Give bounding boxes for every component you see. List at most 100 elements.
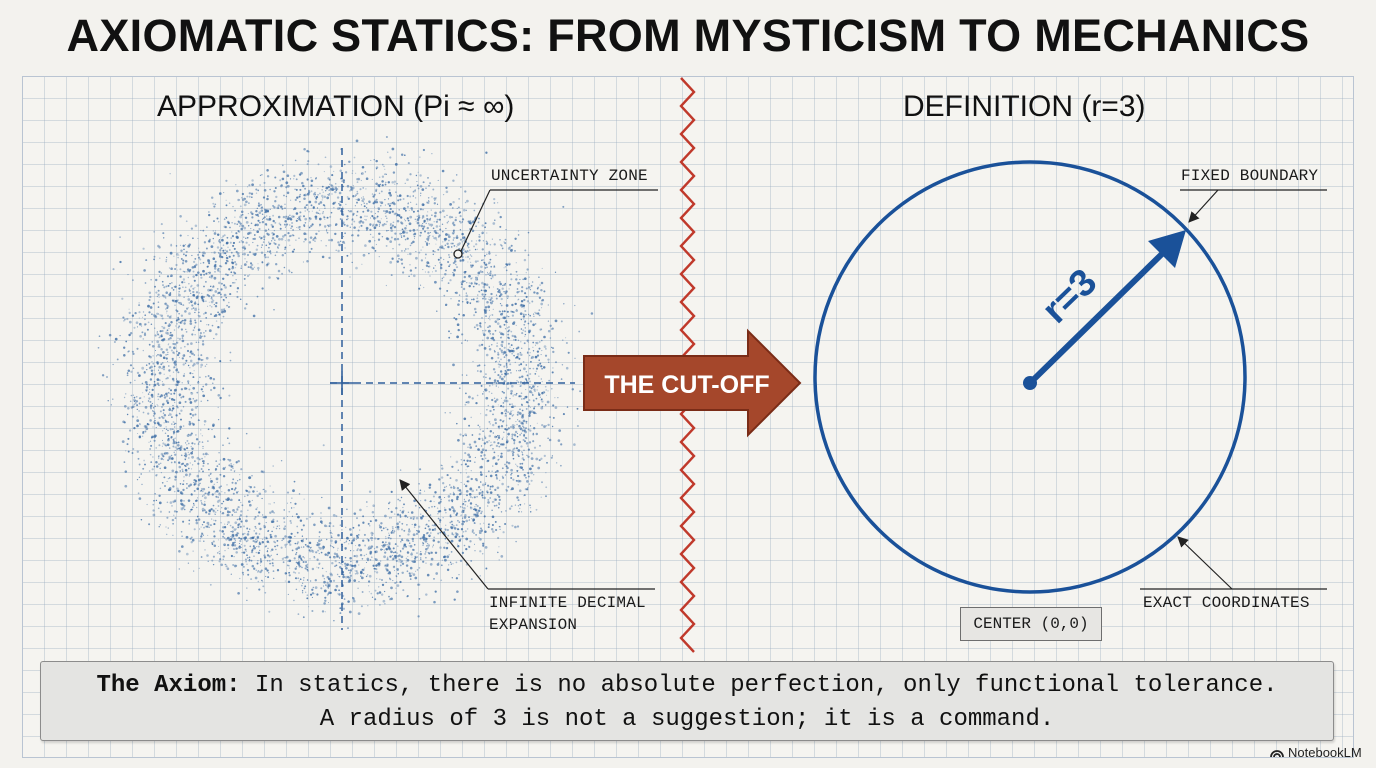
- ring-scatter-dot: [184, 442, 187, 444]
- ring-scatter-dot: [508, 315, 510, 318]
- ring-scatter-dot: [363, 218, 366, 221]
- ring-scatter-dot: [136, 371, 140, 375]
- ring-scatter-dot: [263, 255, 265, 257]
- ring-scatter-dot: [292, 229, 294, 231]
- ring-scatter-dot: [426, 261, 430, 264]
- ring-scatter-dot: [428, 506, 430, 509]
- ring-scatter-dot: [202, 394, 206, 398]
- ring-scatter-dot: [168, 315, 172, 319]
- ring-scatter-dot: [478, 221, 480, 223]
- ring-scatter-dot: [538, 309, 541, 312]
- ring-scatter-dot: [165, 348, 169, 352]
- ring-scatter-dot: [441, 467, 444, 470]
- ring-scatter-dot: [494, 498, 498, 501]
- ring-scatter-dot: [431, 524, 434, 527]
- ring-scatter-dot: [238, 478, 241, 481]
- ring-scatter-dot: [187, 364, 190, 367]
- ring-scatter-dot: [350, 560, 352, 563]
- ring-scatter-dot: [253, 229, 255, 231]
- ring-scatter-dot: [229, 536, 231, 538]
- ring-scatter-dot: [401, 222, 404, 225]
- ring-scatter-dot: [265, 218, 268, 221]
- ring-scatter-dot: [192, 386, 196, 390]
- ring-scatter-dot: [530, 452, 533, 455]
- ring-scatter-dot: [399, 198, 402, 201]
- ring-scatter-dot: [201, 292, 203, 294]
- ring-scatter-dot: [494, 418, 497, 422]
- ring-scatter-dot: [175, 422, 177, 425]
- ring-scatter-dot: [337, 549, 339, 551]
- ring-scatter-dot: [223, 218, 226, 221]
- ring-scatter-dot: [468, 284, 471, 288]
- ring-scatter-dot: [434, 491, 437, 494]
- ring-scatter-dot: [172, 534, 174, 536]
- ring-scatter-dot: [261, 541, 265, 544]
- ring-scatter-dot: [327, 194, 329, 196]
- ring-scatter-dot: [441, 247, 443, 249]
- ring-scatter-dot: [461, 374, 463, 376]
- ring-scatter-dot: [393, 202, 396, 206]
- ring-scatter-dot: [246, 554, 248, 556]
- ring-scatter-dot: [488, 316, 491, 318]
- ring-scatter-dot: [225, 565, 228, 568]
- ring-scatter-dot: [362, 201, 364, 203]
- ring-scatter-dot: [498, 495, 501, 498]
- ring-scatter-dot: [358, 564, 360, 566]
- ring-scatter-dot: [357, 198, 360, 202]
- ring-scatter-dot: [435, 197, 438, 199]
- ring-scatter-dot: [221, 507, 223, 509]
- ring-scatter-dot: [241, 246, 245, 249]
- ring-scatter-dot: [269, 250, 271, 252]
- ring-scatter-dot: [175, 263, 178, 267]
- ring-scatter-dot: [519, 385, 521, 387]
- ring-scatter-dot: [563, 303, 565, 305]
- ring-scatter-dot: [389, 555, 392, 558]
- ring-scatter-dot: [244, 548, 247, 551]
- ring-scatter-dot: [266, 197, 269, 201]
- ring-scatter-dot: [468, 282, 470, 284]
- ring-scatter-dot: [301, 539, 304, 543]
- ring-scatter-dot: [540, 496, 542, 498]
- ring-scatter-dot: [507, 372, 509, 375]
- ring-scatter-dot: [521, 409, 524, 412]
- ring-scatter-dot: [547, 304, 549, 306]
- ring-scatter-dot: [489, 409, 492, 413]
- ring-scatter-dot: [271, 225, 274, 228]
- ring-scatter-dot: [390, 510, 393, 514]
- ring-scatter-dot: [487, 273, 490, 276]
- ring-scatter-dot: [261, 538, 264, 541]
- ring-scatter-dot: [157, 345, 160, 348]
- ring-scatter-dot: [346, 196, 349, 198]
- ring-scatter-dot: [527, 254, 530, 256]
- ring-scatter-dot: [213, 519, 215, 521]
- ring-scatter-dot: [318, 539, 321, 543]
- ring-scatter-dot: [402, 589, 405, 592]
- ring-scatter-dot: [226, 304, 229, 307]
- ring-scatter-dot: [522, 419, 526, 423]
- ring-scatter-dot: [219, 271, 221, 273]
- ring-scatter-dot: [465, 469, 467, 471]
- ring-scatter-dot: [232, 244, 235, 247]
- ring-scatter-dot: [304, 217, 308, 221]
- ring-scatter-dot: [391, 257, 394, 260]
- ring-scatter-dot: [167, 438, 170, 442]
- ring-scatter-dot: [467, 453, 470, 457]
- ring-scatter-dot: [349, 569, 353, 572]
- ring-scatter-dot: [343, 598, 346, 600]
- ring-scatter-dot: [214, 305, 218, 308]
- ring-scatter-dot: [243, 250, 245, 252]
- ring-scatter-dot: [495, 528, 498, 532]
- ring-scatter-dot: [450, 298, 452, 300]
- ring-scatter-dot: [147, 393, 150, 395]
- ring-scatter-dot: [399, 550, 402, 552]
- ring-scatter-dot: [453, 525, 455, 527]
- ring-scatter-dot: [151, 344, 155, 348]
- ring-scatter-dot: [198, 567, 200, 569]
- ring-scatter-dot: [489, 491, 493, 494]
- ring-scatter-dot: [150, 323, 153, 326]
- ring-scatter-dot: [315, 543, 318, 547]
- ring-scatter-dot: [247, 266, 250, 269]
- ring-scatter-dot: [218, 499, 221, 502]
- ring-scatter-dot: [161, 339, 163, 342]
- ring-scatter-dot: [344, 562, 347, 565]
